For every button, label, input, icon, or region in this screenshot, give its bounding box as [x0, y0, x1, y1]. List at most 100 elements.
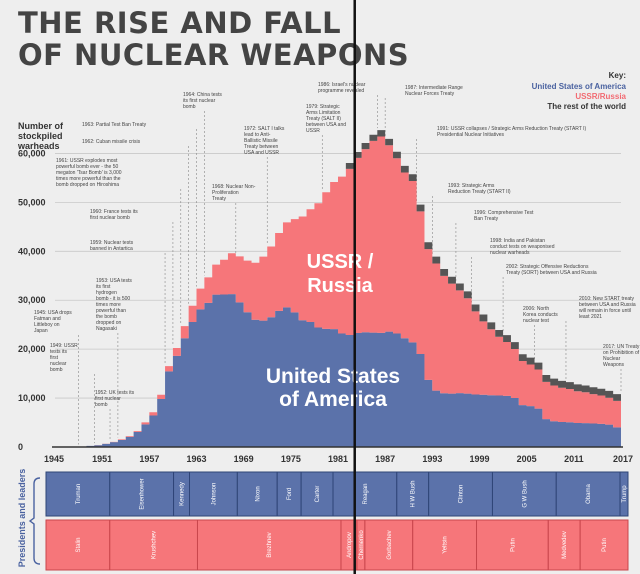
y-tick-40000: 40,000 [18, 246, 46, 256]
annotation-1964-line-2: bomb [183, 104, 196, 110]
annotation-1987-line-0: 1987: Intermediate Range [405, 85, 463, 91]
annotation-1948-line-0: 1945: USA drops [34, 310, 72, 316]
area-label-ussr-1: USSR / [307, 251, 374, 273]
annotation-1953-line-5: powerful than [96, 308, 126, 314]
annotation-1964-line-1: its first nuclear [183, 98, 216, 104]
annotation-1979-line-3: between USA and [306, 122, 346, 128]
annotation-1950-line-3: nuclear [50, 361, 67, 367]
y-tick-10000: 10,000 [18, 393, 46, 403]
title-line-1: THE RISE AND FALL [18, 6, 341, 40]
annotation-1968-line-2: Treaty [212, 196, 226, 202]
presidents-segment-0 [45, 471, 111, 517]
annotation-2006-line-1: Korea conducts [523, 312, 558, 318]
area-series-0 [55, 294, 621, 447]
annotation-1948-line-1: Fatman and [34, 316, 61, 322]
annotation-1948-line-2: Littleboy on [34, 322, 60, 328]
y-axis-label-line-1: Number of [18, 121, 64, 131]
y-axis-label-line-3: warheads [17, 141, 60, 151]
y-axis-label-line-2: stockpiled [18, 131, 63, 141]
presidents-segment-10 [491, 471, 557, 517]
x-tick-1999: 1999 [469, 454, 489, 464]
presidents-name-3: Johnson [211, 483, 217, 506]
x-tick-1993: 1993 [422, 454, 442, 464]
soviet-name-6: Yeltsin [443, 536, 449, 553]
annotation-1961-line-4: bomb dropped on Hiroshima [56, 182, 119, 188]
x-tick-1981: 1981 [328, 454, 348, 464]
leaders-side-label: Presidents and leaders [17, 469, 27, 568]
soviet-name-9: Putin [602, 538, 608, 552]
soviet-name-4: Chernenko [359, 530, 365, 560]
leaders-brace [28, 477, 41, 565]
presidents-name-0: Truman [76, 484, 82, 504]
annotation-1979-line-0: 1979: Strategic [306, 104, 340, 110]
annotation-1964-line-0: 1964: China tests [183, 92, 222, 98]
presidents-name-1: Eisenhower [140, 478, 146, 509]
annotation-1953-line-7: dropped on [96, 320, 122, 326]
presidents-segment-12 [619, 471, 629, 517]
annotation-1991-line-0: 1991: USSR collapses / Strategic Arms Re… [437, 126, 587, 132]
y-tick-labels: 0 10,000 20,000 30,000 40,000 50,000 60,000 [18, 148, 46, 452]
stacked-areas [55, 130, 621, 447]
legend-rest: The rest of the world [547, 102, 626, 111]
annotation-1953-line-2: hydrogen [96, 290, 117, 296]
y-tick-60000: 60,000 [18, 148, 46, 158]
annotation-1953-line-0: 1953: USA tests [96, 278, 132, 284]
presidents-segment-4 [236, 471, 278, 517]
annotation-1963-line-0: 1963: Partial Test Ban Treaty [82, 122, 147, 128]
soviet-segment-7 [476, 519, 549, 571]
annotation-1993-line-0: 1993: Strategic Arms [448, 183, 495, 189]
annotation-1960-line-1: first nuclear bomb [90, 215, 130, 221]
presidents-segment-7 [332, 471, 398, 517]
area-label-ussr-2: Russia [307, 275, 373, 297]
annotation-1961-line-2: megaton 'Tsar Bomb' is 3,000 [56, 170, 122, 176]
y-tick-20000: 20,000 [18, 344, 46, 354]
soviet-name-5: Gorbachev [387, 530, 393, 559]
title-line-2: OF NUCLEAR WEAPONS [18, 38, 409, 72]
annotation-1950-line-1: tests its [50, 349, 67, 355]
soviet-segment-6 [412, 519, 478, 571]
soviet-name-7: Putin [510, 538, 516, 552]
legend: Key: United States of America USSR/Russi… [532, 71, 627, 111]
legend-title: Key: [609, 71, 626, 80]
annotation-2002-line-1: Treaty (SORT) between USA and Russia [506, 270, 597, 276]
x-tick-1969: 1969 [234, 454, 254, 464]
annotation-2010-line-3: least 2021 [579, 314, 602, 320]
presidents-name-4: Nixon [255, 486, 261, 501]
annotation-1991-line-1: Presidential Nuclear Initiatives [437, 132, 504, 138]
soviet-segment-1 [109, 519, 198, 571]
soviet-name-8: Medvedev [562, 531, 568, 559]
soviet-segment-8 [547, 519, 581, 571]
annotation-2002-line-0: 2002: Strategic Offensive Reductions [506, 264, 589, 270]
x-tick-1963: 1963 [186, 454, 206, 464]
x-tick-2017: 2017 [613, 454, 633, 464]
annotation-1968-line-1: Proliferation [212, 190, 239, 196]
annotation-1972-line-1: lead to Anti- [244, 132, 271, 138]
annotation-1986-line-1: programme revealed [318, 88, 364, 94]
annotation-2006-line-0: 2006: North [523, 306, 549, 312]
annotation-1950-line-4: bomb [50, 367, 63, 373]
area-label-usa-2: of America [279, 388, 387, 411]
annotation-1979-line-2: Treaty (SALT II) [306, 116, 341, 122]
annotation-1961-line-1: powerful bomb ever - the 50 [56, 164, 118, 170]
area-label-usa-1: United States [266, 365, 400, 388]
presidents-segment-6 [300, 471, 334, 517]
annotation-1968-line-0: 1968: Nuclear Non- [212, 184, 256, 190]
presidents-name-5: Ford [287, 488, 293, 500]
soviet-segment-0 [45, 519, 111, 571]
annotation-1959-line-0: 1959: Nuclear tests [90, 240, 134, 246]
annotation-1998-line-1: conduct tests on weaponised [490, 244, 555, 250]
annotation-1950-line-0: 1949: USSR [50, 343, 78, 349]
presidents-name-9: Clinton [459, 485, 465, 504]
presidents-segment-1 [109, 471, 175, 517]
presidents-name-10: G W Bush [522, 480, 528, 507]
annotation-1961-line-0: 1961: USSR explodes most [56, 158, 118, 164]
soviet-name-1: Krushchev [152, 531, 158, 559]
annotation-1996-line-1: Ban Treaty [474, 216, 499, 222]
soviet-name-2: Brezhnev [267, 532, 273, 557]
legend-ussr: USSR/Russia [575, 92, 626, 101]
presidents-name-6: Carter [315, 486, 321, 503]
soviet-name-0: Stalin [76, 537, 82, 552]
annotation-1972-line-4: USA and USSR [244, 150, 279, 156]
